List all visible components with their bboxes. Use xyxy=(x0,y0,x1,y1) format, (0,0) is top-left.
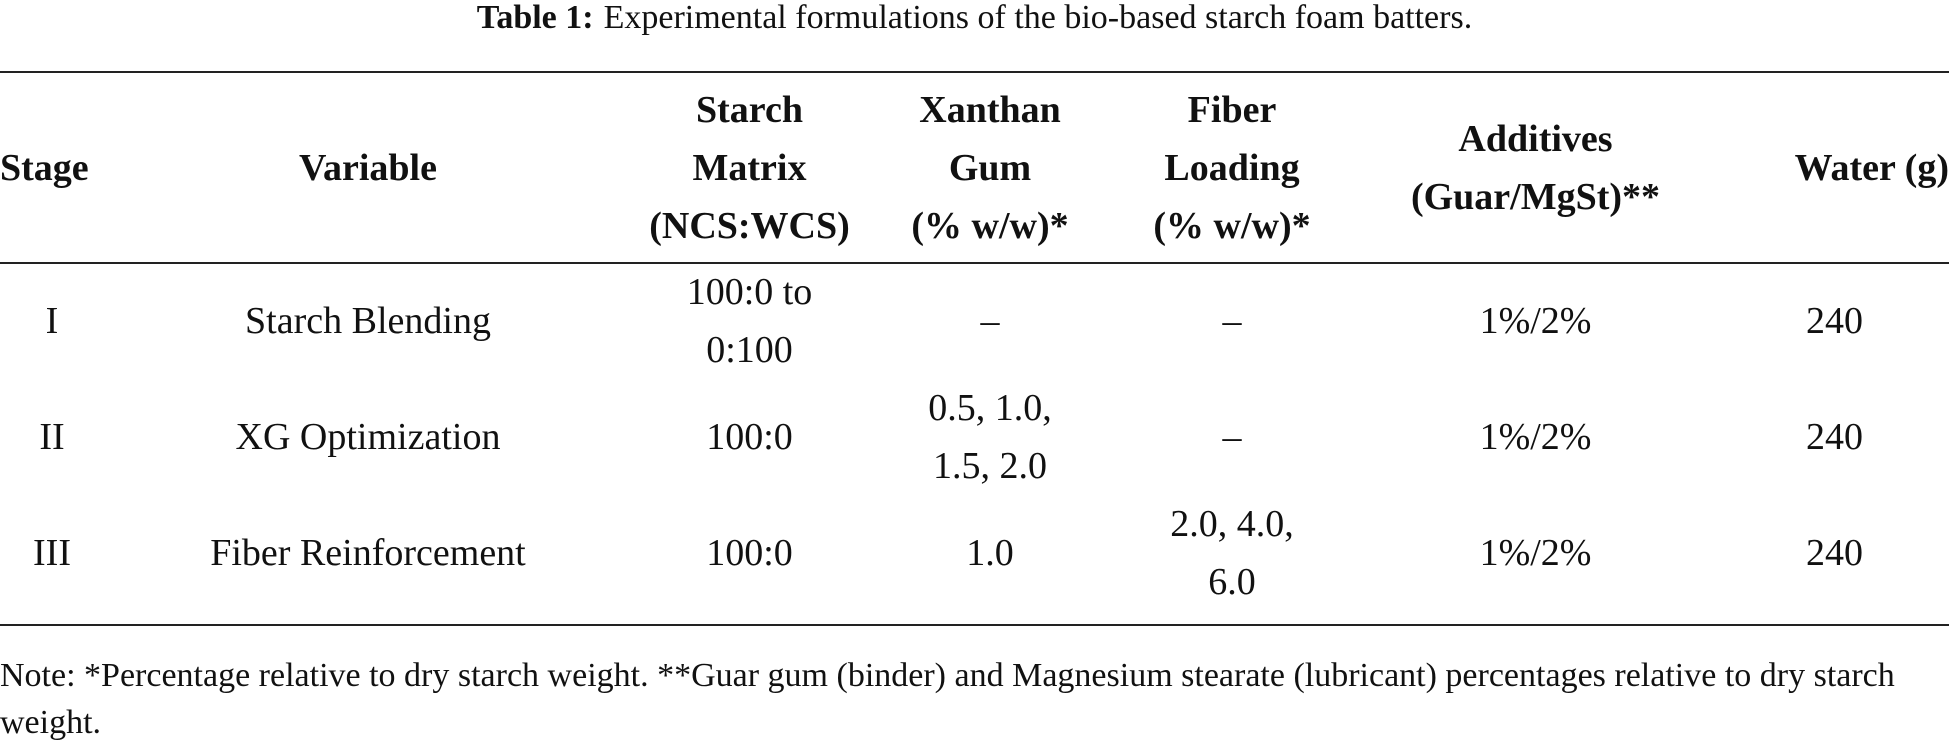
cell-line: 2.0, 4.0, xyxy=(1170,503,1294,545)
header-line: (NCS:WCS) xyxy=(649,204,850,247)
cell-line: 6.0 xyxy=(1208,561,1256,603)
header-water: Water (g) xyxy=(1794,146,1949,189)
header-fiber-loading: Fiber Loading (% w/w)* xyxy=(1113,73,1351,262)
header-xanthan-gum: Xanthan Gum (% w/w)* xyxy=(867,73,1113,262)
header-line: Matrix xyxy=(692,146,807,189)
formulation-table: Stage Variable Starch Matrix (NCS:WCS) X… xyxy=(0,73,1949,611)
cell-starch-matrix: 100:0 xyxy=(632,379,867,495)
table-row: II XG Optimization 100:0 0.5, 1.0, 1.5, … xyxy=(0,379,1949,495)
cell-water: 240 xyxy=(1806,416,1863,458)
header-starch-matrix: Starch Matrix (NCS:WCS) xyxy=(632,73,867,262)
cell-line: 100:0 xyxy=(706,532,793,574)
cell-line: 0:100 xyxy=(706,328,793,371)
header-additives: Additives (Guar/MgSt)** xyxy=(1351,73,1720,262)
cell-fiber-loading: 2.0, 4.0, 6.0 xyxy=(1113,495,1351,611)
header-line: (% w/w)* xyxy=(911,204,1069,247)
table-top-rule xyxy=(0,71,1949,73)
table-header-rule xyxy=(0,262,1949,264)
table-row: III Fiber Reinforcement 100:0 1.0 2.0, 4… xyxy=(0,495,1949,611)
cell-line: 1.0 xyxy=(966,532,1014,574)
cell-line: 0.5, 1.0, xyxy=(928,387,1052,429)
cell-variable: Fiber Reinforcement xyxy=(210,532,526,574)
cell-starch-matrix: 100:0 xyxy=(632,495,867,611)
cell-fiber-loading: – xyxy=(1113,379,1351,495)
cell-line: 100:0 xyxy=(706,416,793,458)
header-line: Gum xyxy=(948,146,1032,189)
cell-xanthan-gum: 1.0 xyxy=(867,495,1113,611)
table-row: I Starch Blending 100:0 to 0:100 – – 1%/… xyxy=(0,262,1949,379)
cell-additives: 1%/2% xyxy=(1479,299,1592,342)
cell-stage: I xyxy=(45,299,59,342)
cell-water: 240 xyxy=(1806,532,1863,574)
cell-stage: III xyxy=(33,532,71,574)
header-line: Xanthan xyxy=(919,88,1061,131)
cell-additives: 1%/2% xyxy=(1479,532,1592,574)
table-caption: Table 1: Experimental formulations of the… xyxy=(0,0,1949,36)
header-stage: Stage xyxy=(0,146,89,189)
cell-xanthan-gum: – xyxy=(867,262,1113,379)
header-variable: Variable xyxy=(299,146,437,189)
cell-additives: 1%/2% xyxy=(1479,416,1592,458)
cell-line: – xyxy=(1222,416,1242,458)
header-line: (Guar/MgSt)** xyxy=(1410,175,1661,218)
cell-line: 100:0 to xyxy=(686,270,813,313)
cell-xanthan-gum: 0.5, 1.0, 1.5, 2.0 xyxy=(867,379,1113,495)
cell-stage: II xyxy=(39,416,65,458)
cell-fiber-loading: – xyxy=(1113,262,1351,379)
header-line: Starch xyxy=(696,88,803,131)
cell-starch-matrix: 100:0 to 0:100 xyxy=(632,262,867,379)
header-line: Fiber xyxy=(1187,88,1277,131)
table-header-row: Stage Variable Starch Matrix (NCS:WCS) X… xyxy=(0,73,1949,262)
cell-line: 1.5, 2.0 xyxy=(933,445,1047,487)
cell-variable: Starch Blending xyxy=(245,299,491,342)
header-line: Loading xyxy=(1164,146,1300,189)
table-note: Note: *Percentage relative to dry starch… xyxy=(0,657,1895,741)
table-caption-text: Experimental formulations of the bio-bas… xyxy=(603,0,1473,36)
table-bottom-rule xyxy=(0,624,1949,626)
header-line: Additives xyxy=(1458,117,1613,160)
table-caption-label: Table 1: xyxy=(476,0,594,36)
cell-line: – xyxy=(1222,299,1242,342)
cell-water: 240 xyxy=(1806,299,1863,342)
cell-variable: XG Optimization xyxy=(235,416,501,458)
cell-line: – xyxy=(980,299,1000,342)
header-line: (% w/w)* xyxy=(1153,204,1311,247)
